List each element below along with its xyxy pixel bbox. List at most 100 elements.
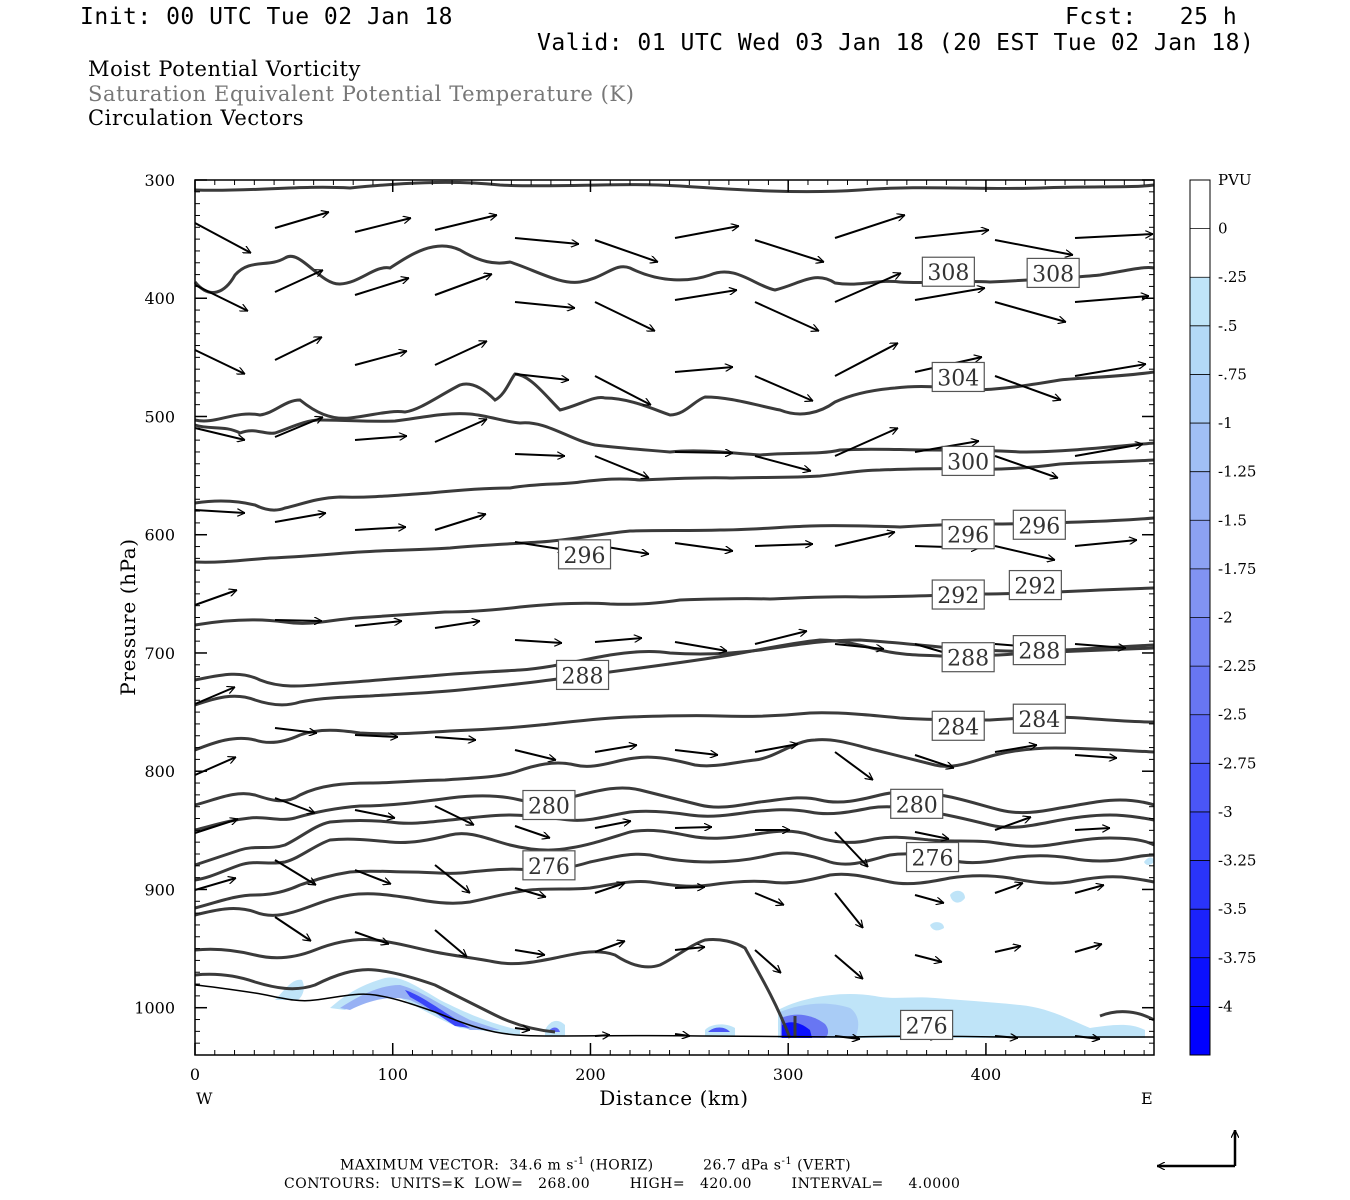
contour-labels: 308 308 304 300 296 296 296 292 292 288 288 288 284 2…	[522, 256, 1080, 1041]
vector-arrow	[434, 340, 487, 366]
contour-label: 296	[1018, 514, 1060, 539]
max-vector-line: MAXIMUM VECTOR: 34.6 m s-1 (HORIZ) 26.7 …	[340, 1156, 851, 1174]
contour-label: 276	[528, 855, 570, 880]
colorbar-label: -2.25	[1218, 657, 1256, 675]
max-vector-label: MAXIMUM VECTOR:	[340, 1157, 500, 1174]
vector-arrow	[354, 621, 402, 627]
colorbar-label: -1.75	[1218, 560, 1256, 578]
plot-frame	[194, 179, 1155, 1056]
contour-label: 308	[927, 261, 969, 286]
horiz-unit: (HORIZ)	[589, 1157, 654, 1174]
vector-arrow	[594, 375, 651, 406]
vector-arrow	[914, 288, 985, 301]
contour-line	[1099, 1010, 1155, 1022]
horiz-exp: -1	[573, 1156, 585, 1167]
x-left-label: W	[196, 1089, 213, 1108]
contour-line	[194, 805, 1155, 867]
vector-arrow	[674, 827, 712, 828]
contour-line	[194, 458, 1155, 512]
contour-label: 280	[528, 795, 570, 820]
vector-arrow	[754, 744, 798, 753]
contour-label-box	[890, 788, 944, 819]
vector-arrow	[274, 269, 323, 293]
vector-arrow	[834, 751, 873, 781]
vector-arrow	[914, 230, 989, 239]
vector-arrow	[194, 590, 237, 606]
valid-time: Valid: 01 UTC Wed 03 Jan 18 (20 EST Tue …	[537, 30, 1255, 56]
vector-arrow	[194, 878, 236, 891]
vector-arrow	[514, 541, 566, 550]
contour-label: 292	[1014, 575, 1056, 600]
contour-line	[193, 244, 1155, 294]
colorbar-swatch	[1190, 860, 1210, 910]
forecast-hour: Fcst: 25 h	[1065, 4, 1238, 30]
contour-label: 308	[1032, 262, 1074, 287]
colorbar-label: -.5	[1218, 317, 1237, 335]
contour-line	[194, 872, 1155, 917]
vector-arrow	[994, 301, 1066, 322]
vector-arrow	[434, 514, 486, 531]
pv-colorbar: 0 -.25 -.5 -.75 -1 -1.25 -1.5 -1.75 -2 -2.25 -2.5 -…	[1189, 179, 1256, 1056]
contour-label-box	[921, 256, 975, 287]
vector-arrow	[914, 894, 944, 903]
x-tick-label: 200	[575, 1065, 606, 1084]
vector-arrow	[754, 544, 813, 546]
legend-theta-es: Saturation Equivalent Potential Temperat…	[88, 82, 635, 106]
colorbar-swatch	[1190, 423, 1210, 473]
vector-arrow	[994, 745, 1037, 753]
vector-arrow	[354, 735, 398, 737]
contour-line	[194, 786, 1155, 832]
reference-vector	[1157, 1130, 1235, 1166]
contour-label-box	[555, 659, 610, 691]
colorbar-label: -2.5	[1218, 706, 1247, 724]
colorbar-swatch	[1190, 909, 1210, 959]
vector-arrow	[274, 513, 326, 523]
vector-arrow	[354, 218, 411, 233]
vector-arrow	[1074, 885, 1104, 894]
contour-label: 296	[947, 524, 989, 549]
x-tick-label: 300	[773, 1065, 804, 1084]
colorbar-swatch	[1190, 568, 1210, 618]
vector-arrow	[514, 749, 556, 760]
contour-label: 296	[564, 544, 606, 569]
pv-patch	[778, 993, 1145, 1038]
vector-arrow	[994, 375, 1061, 400]
vector-arrow	[514, 640, 562, 643]
vector-arrow	[674, 452, 733, 453]
vector-arrow	[194, 510, 245, 513]
vector-arrow	[674, 367, 733, 373]
vector-arrow	[1074, 234, 1153, 239]
x-axis-ticks: 0 100 200 300 400	[190, 180, 1001, 1084]
vector-arrow	[194, 284, 248, 312]
pv-patch	[930, 922, 944, 931]
vector-arrow	[674, 749, 718, 755]
vector-arrow	[354, 436, 407, 441]
y-axis-title: Pressure (hPa)	[116, 538, 140, 695]
contour-label-box	[557, 539, 612, 570]
y-tick-label: 800	[144, 762, 175, 781]
contour-line	[194, 516, 1155, 564]
contour-label: 288	[947, 647, 989, 672]
vector-arrow	[674, 641, 727, 651]
pv-patch	[708, 1027, 730, 1032]
vector-arrow	[594, 638, 642, 643]
vector-arrow	[754, 949, 781, 973]
vector-arrow	[754, 455, 811, 471]
circulation-vectors	[194, 212, 1153, 1039]
x-tick-label: 400	[971, 1065, 1002, 1084]
vector-arrow	[834, 215, 905, 239]
contour-label-box	[931, 361, 985, 393]
colorbar-swatch	[1190, 471, 1210, 521]
vector-arrow	[914, 754, 954, 768]
colorbar-swatch	[1190, 277, 1210, 327]
vector-arrow	[274, 212, 329, 229]
colorbar-label: -.75	[1218, 365, 1247, 383]
vector-arrow	[274, 620, 322, 621]
vector-arrow	[1074, 828, 1110, 830]
colorbar-label: -3.25	[1218, 852, 1256, 870]
contour-label: 288	[562, 664, 604, 689]
contour-line	[194, 711, 1155, 752]
vector-arrow	[194, 819, 238, 834]
contour-label-box	[522, 789, 576, 821]
vector-arrow	[994, 545, 1055, 560]
